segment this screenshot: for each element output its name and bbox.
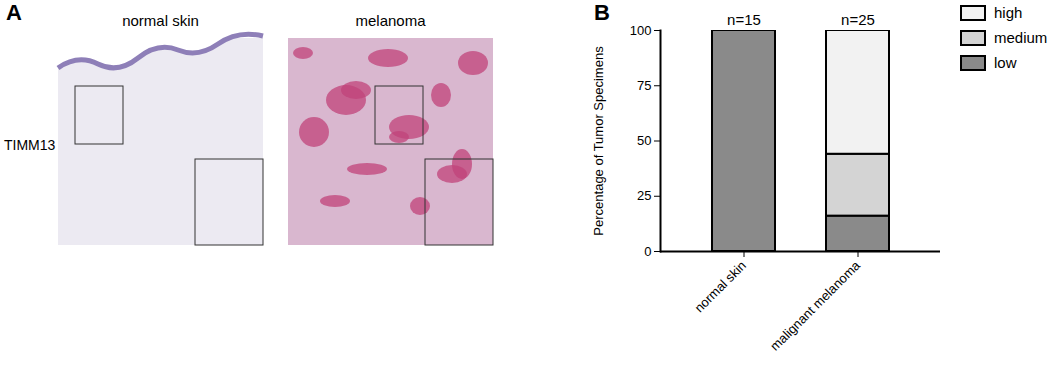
svg-text:n=15: n=15 bbox=[727, 11, 761, 28]
svg-text:25: 25 bbox=[637, 188, 651, 203]
svg-text:100: 100 bbox=[630, 23, 652, 38]
svg-text:melanoma: melanoma bbox=[355, 12, 426, 29]
html-text:low: low bbox=[994, 54, 1017, 71]
svg-text:50: 50 bbox=[637, 133, 651, 148]
html-text:B: B bbox=[594, 0, 610, 25]
html-text:medium: medium bbox=[994, 29, 1048, 46]
svg-text:n=25: n=25 bbox=[841, 11, 875, 28]
svg-text:malignant melanoma: malignant melanoma bbox=[767, 257, 863, 353]
svg-text:A: A bbox=[6, 0, 22, 25]
svg-text:normal skin: normal skin bbox=[691, 258, 749, 316]
svg-text:75: 75 bbox=[637, 78, 651, 93]
html-text:high: high bbox=[994, 4, 1023, 21]
svg-text:Percentage of Tumor Specimens: Percentage of Tumor Specimens bbox=[591, 46, 606, 236]
svg-text:normal skin: normal skin bbox=[122, 12, 199, 29]
svg-text:TIMM13: TIMM13 bbox=[4, 137, 56, 153]
svg-text:0: 0 bbox=[644, 244, 651, 259]
